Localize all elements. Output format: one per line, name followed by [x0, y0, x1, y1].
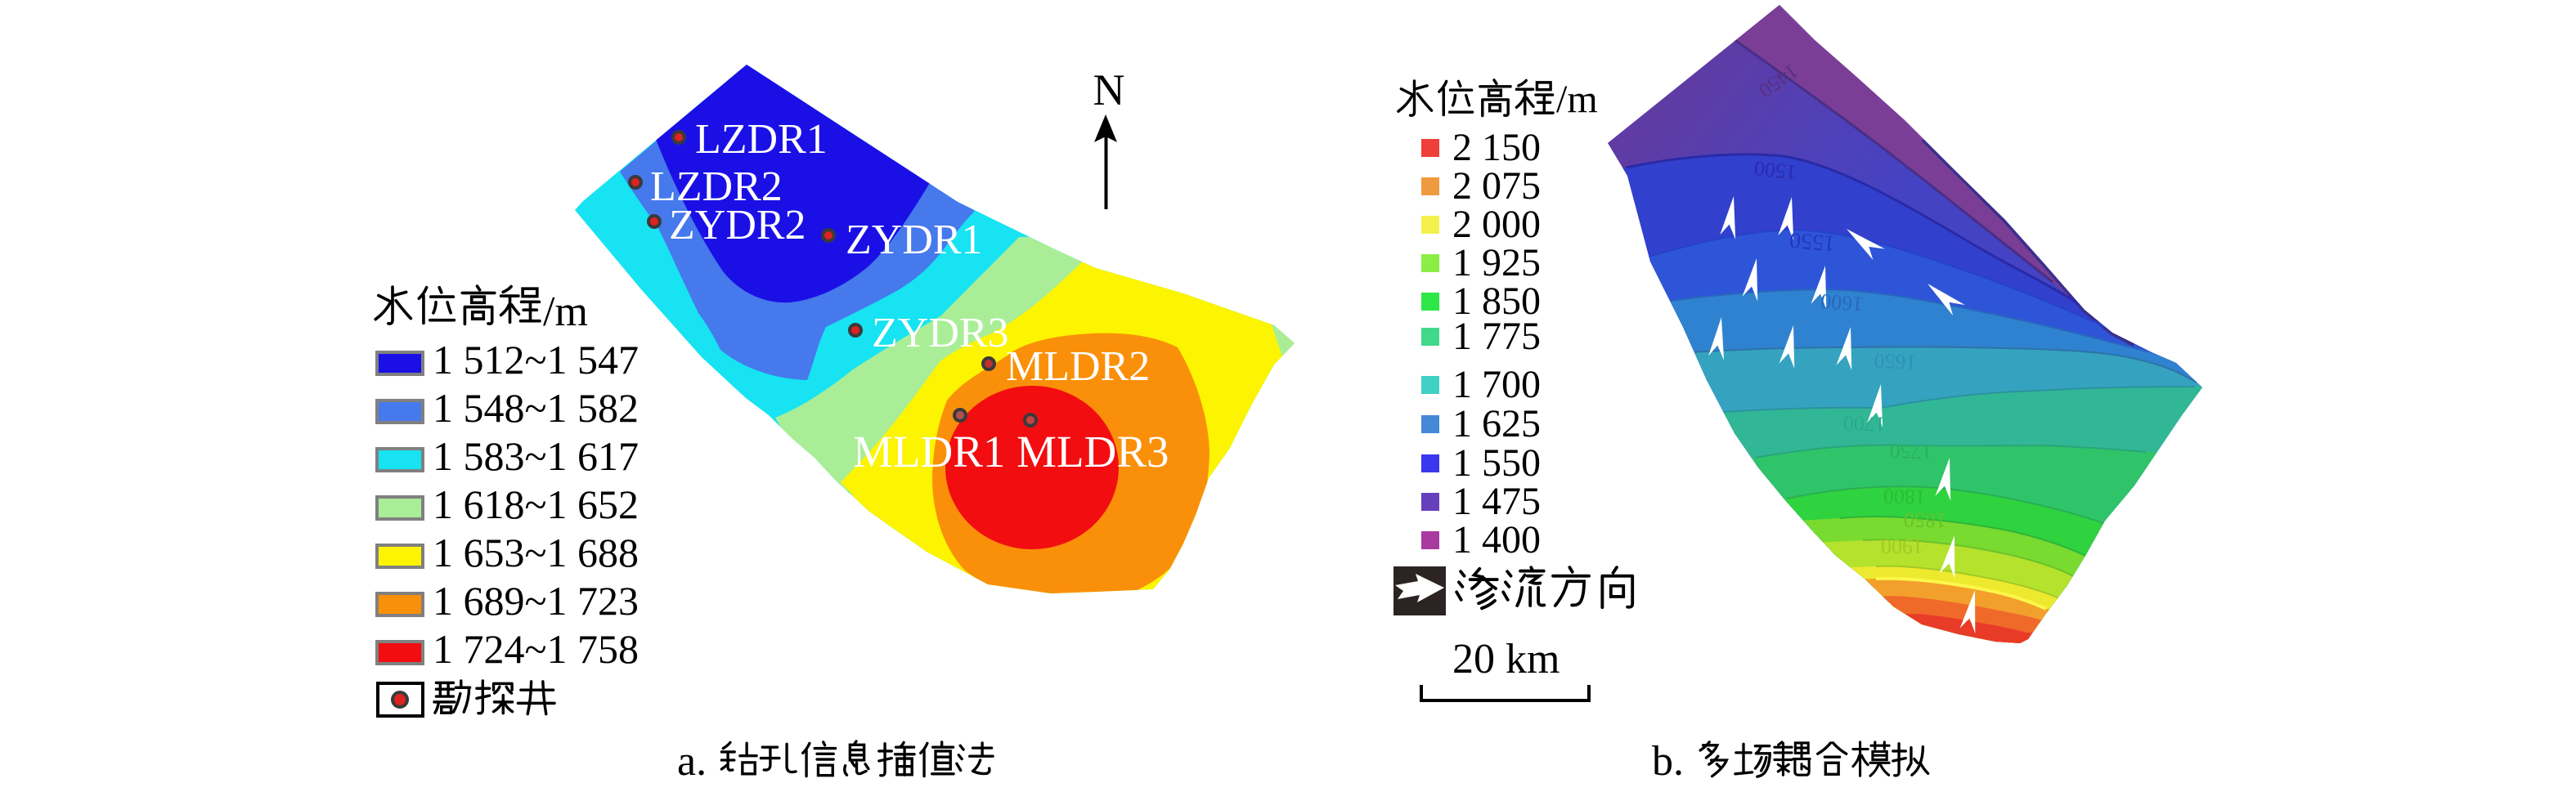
svg-text:1800: 1800 — [1883, 485, 1926, 509]
svg-text:1650: 1650 — [1874, 349, 1917, 375]
svg-text:1 775: 1 775 — [1452, 315, 1541, 358]
svg-text:LZDR1: LZDR1 — [695, 116, 828, 163]
svg-text:2 150: 2 150 — [1452, 126, 1541, 169]
svg-text:1 850: 1 850 — [1452, 280, 1541, 323]
svg-text:1 550: 1 550 — [1452, 441, 1541, 485]
svg-text:2 075: 2 075 — [1452, 164, 1541, 208]
svg-text:1 700: 1 700 — [1452, 363, 1541, 406]
svg-text:LZDR2: LZDR2 — [650, 163, 783, 210]
svg-text:1 653~1 688: 1 653~1 688 — [433, 530, 639, 575]
svg-text:1550: 1550 — [1788, 227, 1836, 257]
svg-text:1600: 1600 — [1820, 289, 1864, 316]
svg-text:ZYDR1: ZYDR1 — [846, 217, 983, 263]
svg-text:b.: b. — [1652, 738, 1684, 785]
svg-text:MLDR2: MLDR2 — [1006, 343, 1150, 390]
svg-text:1 925: 1 925 — [1452, 241, 1541, 284]
svg-text:1700: 1700 — [1842, 411, 1886, 436]
svg-text:ZYDR2: ZYDR2 — [669, 202, 806, 248]
svg-text:1750: 1750 — [1889, 439, 1932, 464]
svg-text:1850: 1850 — [1904, 508, 1946, 533]
svg-text:1 724~1 758: 1 724~1 758 — [433, 626, 639, 672]
svg-text:2 000: 2 000 — [1452, 203, 1541, 246]
svg-text:1 689~1 723: 1 689~1 723 — [433, 578, 639, 624]
svg-text:1 548~1 582: 1 548~1 582 — [433, 385, 639, 431]
svg-text:1 512~1 547: 1 512~1 547 — [433, 337, 639, 383]
svg-text:N: N — [1093, 65, 1125, 114]
svg-text:/m: /m — [543, 289, 588, 335]
svg-text:1900: 1900 — [1881, 535, 1923, 558]
svg-text:ZYDR3: ZYDR3 — [872, 310, 1009, 356]
svg-text:1 625: 1 625 — [1452, 402, 1541, 445]
svg-text:1 618~1 652: 1 618~1 652 — [433, 481, 639, 527]
svg-text:1 583~1 617: 1 583~1 617 — [433, 433, 639, 479]
svg-text:1 400: 1 400 — [1452, 518, 1541, 562]
svg-text:1500: 1500 — [1752, 156, 1797, 185]
svg-text:1 475: 1 475 — [1452, 480, 1541, 523]
svg-text:MLDR1 MLDR3: MLDR1 MLDR3 — [853, 427, 1169, 477]
svg-text:20 km: 20 km — [1452, 636, 1560, 682]
svg-text:/m: /m — [1556, 78, 1598, 121]
svg-text:a.: a. — [677, 738, 707, 785]
